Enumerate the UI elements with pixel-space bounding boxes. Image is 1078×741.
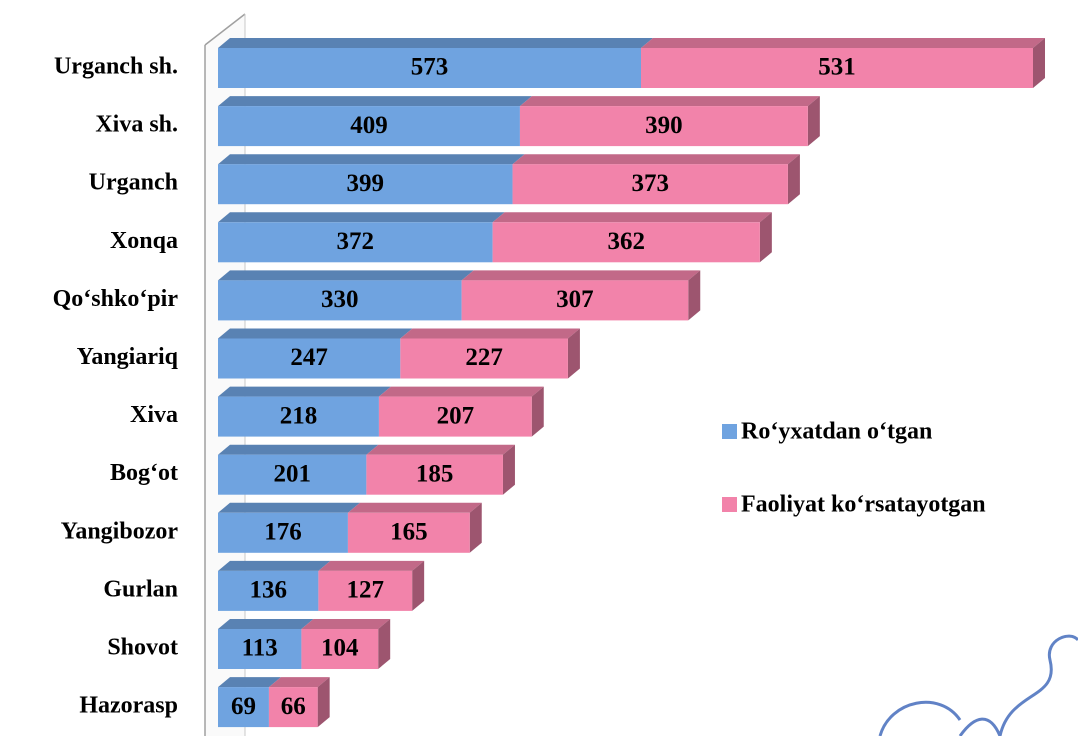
data-label: 69	[231, 693, 256, 720]
bar-top	[400, 329, 580, 339]
bar-top	[513, 154, 800, 164]
bar-top	[379, 387, 544, 397]
y-tick-label: Shovot	[107, 635, 178, 661]
bar-top	[218, 445, 378, 455]
legend-label: Ro‘yxatdan o‘tgan	[741, 419, 932, 445]
bar-top	[218, 154, 525, 164]
y-tick-label: Xiva sh.	[95, 112, 178, 138]
data-label: 207	[437, 402, 475, 429]
data-label: 390	[645, 112, 683, 139]
page: {"chart_data": {"type": "bar", "orientat…	[0, 0, 1078, 736]
data-label: 176	[264, 519, 302, 546]
data-label: 307	[556, 286, 594, 313]
y-tick-label: Gurlan	[103, 576, 178, 602]
data-label: 227	[465, 344, 503, 371]
data-label: 127	[347, 577, 385, 604]
bar-top	[366, 445, 515, 455]
legend-label: Faoliyat ko‘rsatayotgan	[741, 492, 986, 518]
bar-top	[520, 96, 820, 106]
bar-top	[218, 38, 653, 48]
data-label: 136	[249, 577, 287, 604]
ornament-curve	[960, 719, 1000, 736]
bar-top	[641, 38, 1045, 48]
data-label: 399	[347, 170, 385, 197]
bar-top	[218, 329, 412, 339]
data-label: 113	[242, 635, 278, 662]
data-label: 573	[411, 54, 449, 81]
bar-top	[218, 503, 360, 513]
data-label: 104	[321, 635, 359, 662]
data-label: 372	[337, 228, 375, 255]
data-label: 165	[390, 519, 428, 546]
y-tick-label: Qo‘shko‘pir	[53, 286, 179, 312]
data-label: 330	[321, 286, 359, 313]
ornament-curve	[880, 702, 960, 736]
y-tick-label: Yangibozor	[61, 518, 179, 544]
data-label: 185	[416, 460, 454, 487]
data-label: 362	[607, 228, 645, 255]
bar-top	[493, 212, 772, 222]
y-tick-label: Xonqa	[110, 228, 178, 254]
data-label: 531	[818, 54, 856, 81]
y-tick-label: Yangiariq	[77, 344, 179, 370]
data-label: 247	[290, 344, 328, 371]
chart: Urganch sh. 573 531 Xiva sh. 409 390 Urganch 39…	[0, 0, 1078, 736]
bar-top	[301, 619, 390, 629]
bar-top	[348, 503, 482, 513]
data-label: 373	[631, 170, 669, 197]
legend-swatch	[722, 424, 737, 439]
bar-top	[218, 96, 532, 106]
data-label: 218	[280, 402, 318, 429]
legend-swatch	[722, 497, 737, 512]
y-tick-label: Urganch sh.	[54, 54, 178, 80]
y-tick-label: Xiva	[130, 402, 178, 428]
ornament	[880, 636, 1078, 736]
bar-top	[218, 561, 330, 571]
bar-top	[218, 212, 505, 222]
data-label: 66	[281, 693, 306, 720]
data-label: 409	[350, 112, 388, 139]
y-tick-label: Bog‘ot	[110, 460, 178, 486]
data-label: 201	[273, 460, 311, 487]
bar-top	[462, 270, 701, 280]
bar-top	[218, 387, 391, 397]
bar-top	[218, 270, 474, 280]
y-tick-label: Urganch	[89, 170, 178, 196]
bar-top	[218, 619, 313, 629]
y-tick-label: Hazorasp	[79, 693, 178, 719]
ornament-curve	[1000, 636, 1078, 736]
bar-top	[318, 561, 424, 571]
